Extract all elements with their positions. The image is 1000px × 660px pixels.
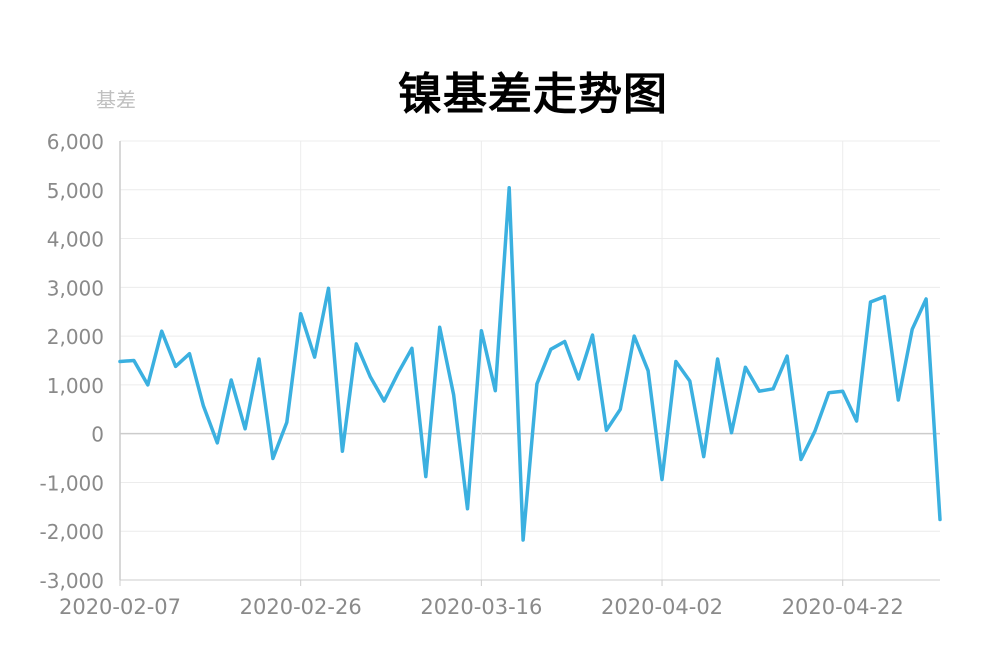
y-tick-label: 1,000 <box>47 374 104 398</box>
series <box>118 186 942 542</box>
y-tick-label: 0 <box>91 423 104 447</box>
grid-lines <box>120 140 940 581</box>
y-tick-label: -1,000 <box>40 471 104 495</box>
axes <box>119 141 940 586</box>
y-tick-label: 5,000 <box>47 179 104 203</box>
x-tick-label: 2020-02-26 <box>240 595 362 619</box>
y-tick-label: 2,000 <box>47 325 104 349</box>
x-tick-label: 2020-04-22 <box>782 595 904 619</box>
chart-title: 镍基差走势图 <box>398 69 668 120</box>
x-tick-label: 2020-03-16 <box>420 595 542 619</box>
y-tick-label: 6,000 <box>47 130 104 154</box>
y-axis-name: 基差 <box>96 88 136 112</box>
x-tick-label: 2020-04-02 <box>601 595 723 619</box>
y-tick-label: 3,000 <box>47 276 104 300</box>
series-line <box>118 186 942 542</box>
x-tick-label: 2020-02-07 <box>59 595 181 619</box>
y-tick-label: -3,000 <box>40 569 104 593</box>
y-tick-label: -2,000 <box>40 520 104 544</box>
y-tick-label: 4,000 <box>47 228 104 252</box>
y-tick-labels: 6,000 5,000 4,000 3,000 2,000 1,000 0 -1,000 -2,… <box>40 130 104 593</box>
x-tick-labels: 2020-02-07 2020-02-26 2020-03-16 2020-04-02… <box>59 595 904 619</box>
